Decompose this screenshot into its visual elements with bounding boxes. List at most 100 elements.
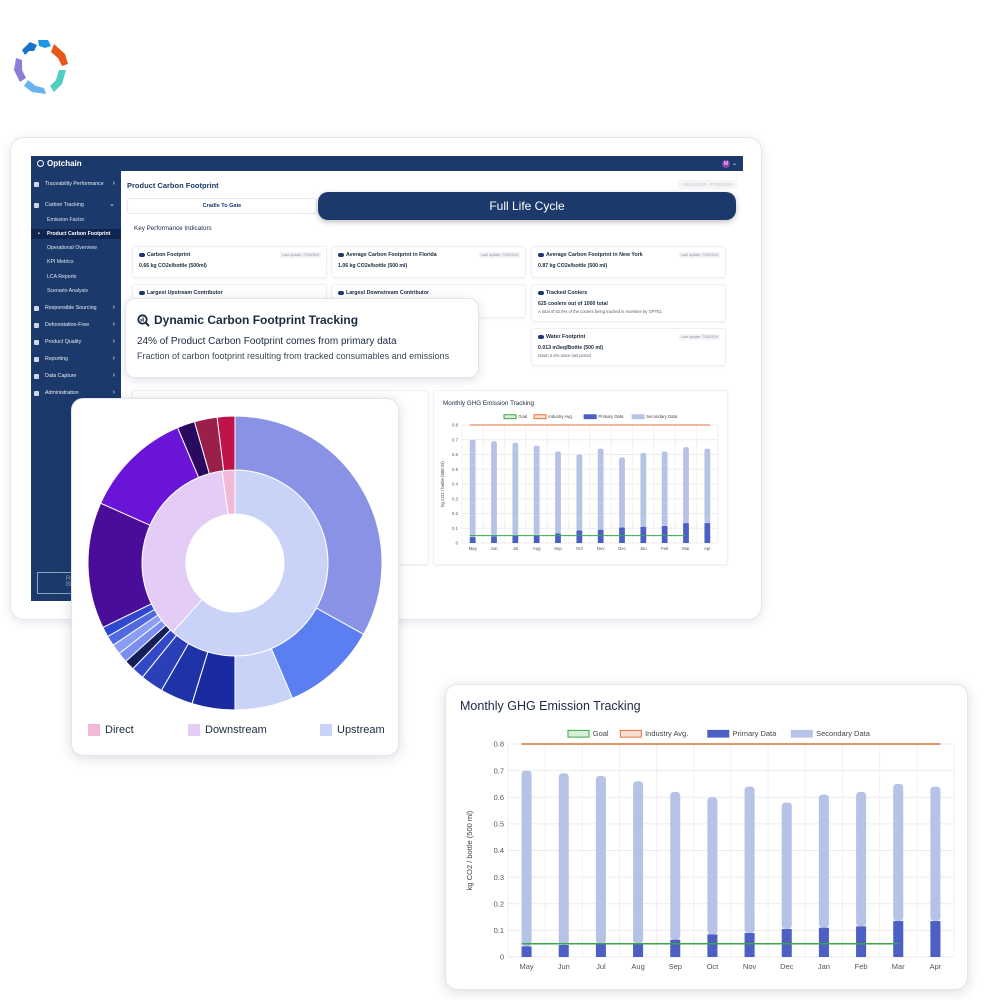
x-tick-label: Oct (707, 962, 720, 971)
x-tick-label: Jul (596, 962, 606, 971)
bar-primary-data (597, 529, 604, 543)
sidebar-item-carbon-tracking[interactable]: Carbon Tracking ⌄ (31, 201, 121, 209)
legend-swatch (567, 729, 590, 738)
y-tick-label: 0.2 (452, 511, 459, 516)
date-range-picker[interactable]: 06/01/2024 - 07/25/2024 (677, 180, 737, 189)
bar-primary-data (661, 526, 668, 543)
ghg-chart-small: 0 0.1 0.2 0.3 0.4 0.5 0.6 0.7 0.8 May Jun Jul Aug Sep… (440, 414, 719, 551)
dynamic-card-headline: 24% of Product Carbon Footprint comes fr… (137, 336, 397, 347)
user-menu[interactable]: M ⌄ (721, 159, 737, 168)
page-title: Product Carbon Footprint (127, 181, 219, 190)
ghg-panel-small: Monthly GHG Emission Tracking 0 0.1 0.2 0.3… (433, 390, 728, 565)
dynamic-card-subtitle: Fraction of carbon footprint resulting f… (137, 351, 450, 361)
optchain-logo-icon (37, 160, 44, 167)
cloud-icon (338, 291, 344, 295)
y-axis-label: kg CO2 / bottle (500 ml) (440, 461, 445, 507)
kpi-card-florida: Average Carbon Footprint in Florida Last… (331, 246, 526, 278)
x-tick-label: Apr (704, 546, 711, 551)
kpi-value: 1.06 kg CO2e/bottle (500 ml) (338, 263, 408, 269)
legend-swatch (188, 724, 200, 736)
sidebar-item-label: Data Capture (45, 373, 77, 379)
legend-swatch (707, 729, 730, 738)
bar-primary-data (491, 536, 497, 543)
sunburst-card: Direct Downstream Upstream (71, 398, 399, 756)
legend-label: Downstream (205, 724, 267, 736)
legend-label: Industry Avg. (548, 414, 573, 419)
y-tick-label: 0.1 (494, 926, 504, 935)
avatar[interactable]: M (721, 159, 730, 168)
sidebar-item-responsible-sourcing[interactable]: Responsible Sourcing › (31, 304, 121, 312)
sunburst-chart (87, 415, 383, 711)
water-drop-icon (538, 335, 544, 339)
chevron-down-icon: ⌄ (731, 161, 737, 167)
legend-item-downstream: Downstream (188, 724, 267, 736)
bar-primary-data (521, 946, 532, 957)
y-tick-label: 0.6 (452, 452, 459, 457)
y-tick-label: 0 (500, 953, 504, 962)
kpi-last-update: Last update: 7/15/2024 (679, 252, 720, 258)
sidebar-subitem-emission-factor[interactable]: Emission Factor (47, 217, 85, 223)
kpi-value: 0.66 kg CO2e/bottle (500ml) (139, 263, 207, 269)
sidebar-subitem-scenario-analysis[interactable]: Scenario Analysis (47, 288, 88, 294)
sidebar-subitem-product-carbon-footprint[interactable]: Product Carbon Footprint (31, 229, 121, 239)
kpi-last-update: Last update: 7/15/2024 (479, 252, 520, 258)
bar-secondary-data (704, 448, 711, 524)
cloud-icon (139, 291, 145, 295)
panel-title: Monthly GHG Emission Tracking (443, 400, 534, 407)
bar-primary-data (512, 535, 519, 543)
sidebar-item-reporting[interactable]: Reporting › (31, 355, 121, 363)
bar-secondary-data (558, 773, 569, 946)
bar-primary-data (818, 927, 829, 957)
y-tick-label: 0.6 (494, 793, 504, 802)
sidebar-item-administration[interactable]: Administration › (31, 389, 121, 397)
y-tick-label: 0.5 (452, 467, 459, 472)
bar-primary-data (469, 537, 476, 543)
sidebar-item-product-quality[interactable]: Product Quality › (31, 338, 121, 346)
legend-swatch (631, 414, 645, 420)
sidebar-item-label: Carbon Tracking (45, 202, 84, 208)
legend-item-upstream: Upstream (320, 724, 385, 736)
sidebar-item-label: Traceability Performance (45, 181, 104, 187)
x-tick-label: Nov (597, 546, 605, 551)
legend-swatch (503, 414, 517, 420)
chevron-right-icon: › (112, 304, 115, 311)
cloud-icon (139, 253, 145, 257)
legend-label: Goal (518, 414, 527, 419)
bar-secondary-data (930, 786, 941, 922)
bar-secondary-data (707, 797, 718, 935)
x-tick-label: Jan (818, 962, 830, 971)
tools-icon (34, 390, 39, 396)
x-tick-label: Mar (682, 546, 690, 551)
kpi-value: 0.013 m3eq/Bottle (500 ml) (538, 345, 604, 351)
bar-secondary-data (661, 451, 668, 527)
chart-title: Monthly GHG Emission Tracking (460, 699, 641, 713)
legend-label: Upstream (337, 724, 385, 736)
tree-icon (34, 322, 39, 328)
sidebar-subitem-operational-overview[interactable]: Operational Overview (47, 245, 97, 251)
dynamic-card-title: Dynamic Carbon Footprint Tracking (154, 313, 359, 327)
legend-label: Primary Data (733, 729, 778, 738)
y-tick-label: 0.3 (494, 873, 504, 882)
sidebar-item-traceability[interactable]: Traceability Performance › (31, 178, 121, 190)
kpi-note: Down 2.4% since last period (538, 353, 591, 358)
x-tick-label: Feb (855, 962, 868, 971)
bar-secondary-data (683, 447, 689, 524)
sidebar-subitem-kpi-metrics[interactable]: KPI Metrics (47, 259, 74, 265)
bar-primary-data (704, 523, 711, 543)
tab-cradle-to-gate[interactable]: Cradle To Gate (127, 198, 317, 214)
bar-secondary-data (512, 442, 519, 536)
x-tick-label: Jul (513, 546, 519, 551)
kpi-last-update: Last update: 7/15/2024 (280, 252, 321, 258)
sidebar-item-data-capture[interactable]: Data Capture › (31, 372, 121, 380)
x-tick-label: Dec (618, 546, 626, 551)
legend-swatch (533, 414, 547, 420)
legend-label: Secondary Data (816, 729, 871, 738)
sidebar-item-deforestation-free[interactable]: Deforestation-Free › (31, 321, 121, 329)
tab-full-life-cycle[interactable]: Full Life Cycle (318, 192, 736, 220)
bar-primary-data (930, 921, 941, 957)
brand[interactable]: Optchain (37, 159, 82, 168)
x-tick-label: Sep (554, 546, 562, 551)
sidebar-subitem-lca-reports[interactable]: LCA Reports (47, 274, 77, 280)
cooler-icon (538, 291, 544, 295)
legend-swatch (619, 729, 642, 738)
